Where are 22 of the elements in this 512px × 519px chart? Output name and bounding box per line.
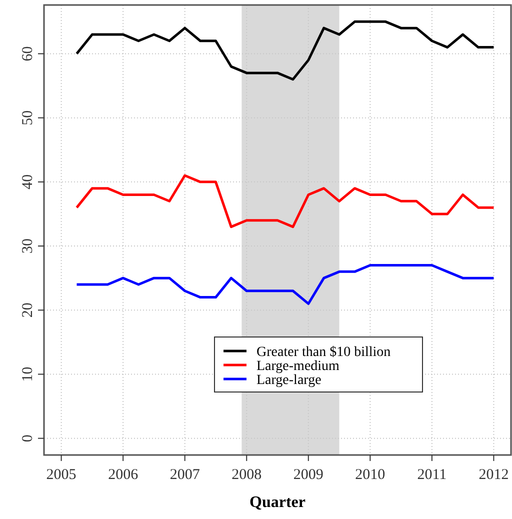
line-series (75, 264, 495, 305)
x-tick-label: 2008 (232, 467, 262, 483)
line-series (75, 174, 495, 228)
y-tick-label: 0 (20, 434, 36, 442)
x-tick-label: 2012 (478, 467, 509, 483)
x-tick-label: 2011 (417, 467, 447, 483)
x-tick-label: 2006 (108, 467, 139, 483)
line-series (75, 20, 495, 81)
y-tick-label: 20 (20, 302, 36, 318)
x-tick-label: 2007 (170, 467, 200, 483)
legend-label: Large-medium (256, 359, 340, 374)
y-tick-label: 40 (20, 174, 36, 190)
legend-label: Large-large (256, 373, 322, 388)
x-tick-label: 2010 (355, 467, 386, 483)
legend-label: Greater than $10 billion (256, 345, 391, 360)
x-axis-title: Quarter (250, 494, 306, 511)
x-tick-label: 2005 (46, 467, 76, 483)
y-tick-label: 10 (20, 366, 36, 382)
y-tick-label: 30 (20, 238, 36, 254)
y-tick-label: 50 (20, 110, 36, 126)
y-tick-label: 60 (20, 46, 36, 62)
x-tick-label: 2009 (293, 467, 324, 483)
